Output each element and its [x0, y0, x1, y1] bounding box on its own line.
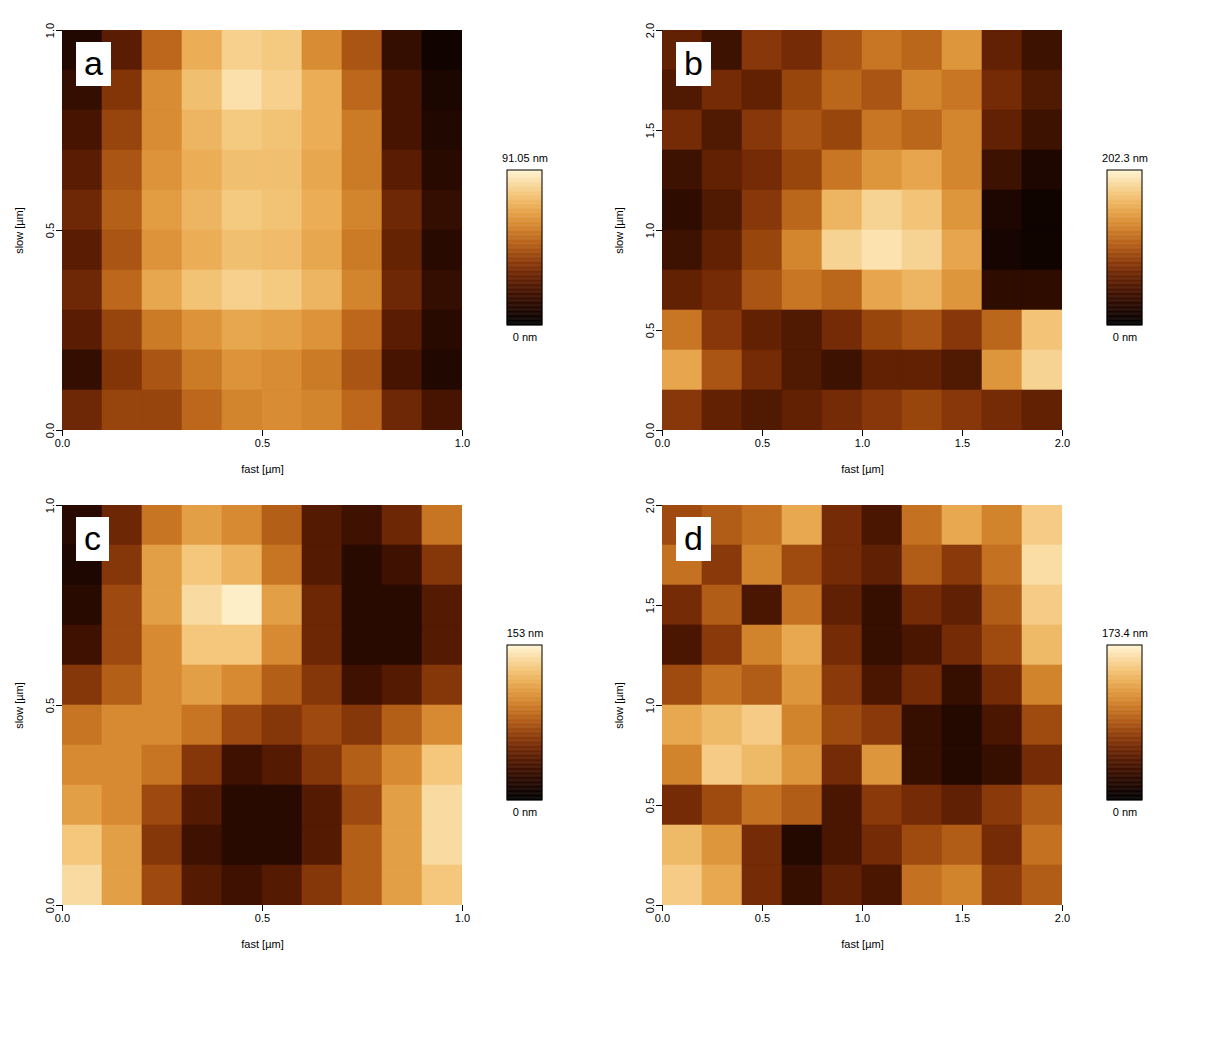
- svg-text:1.0: 1.0: [644, 698, 656, 713]
- svg-text:1.0: 1.0: [44, 23, 56, 38]
- svg-text:0.5: 0.5: [644, 798, 656, 813]
- svg-text:fast [µm]: fast [µm]: [241, 938, 283, 950]
- svg-text:0.5: 0.5: [44, 698, 56, 713]
- svg-text:slow [µm]: slow [µm]: [613, 207, 625, 254]
- svg-text:2.0: 2.0: [1055, 912, 1070, 924]
- svg-text:fast [µm]: fast [µm]: [241, 463, 283, 475]
- svg-text:0 nm: 0 nm: [513, 331, 537, 343]
- svg-text:0.0: 0.0: [644, 898, 656, 913]
- html-text:d: d: [684, 519, 703, 557]
- html-text:a: a: [84, 44, 103, 82]
- svg-text:0 nm: 0 nm: [1113, 806, 1137, 818]
- svg-text:0 nm: 0 nm: [513, 806, 537, 818]
- svg-text:0.0: 0.0: [55, 437, 70, 449]
- svg-text:0.5: 0.5: [644, 323, 656, 338]
- svg-text:0.5: 0.5: [255, 912, 270, 924]
- svg-text:1.0: 1.0: [44, 498, 56, 513]
- svg-text:0.5: 0.5: [44, 223, 56, 238]
- html-text:c: c: [84, 519, 101, 557]
- svg-text:1.0: 1.0: [455, 437, 470, 449]
- svg-text:0.5: 0.5: [755, 912, 770, 924]
- svg-text:1.0: 1.0: [455, 912, 470, 924]
- svg-text:2.0: 2.0: [1055, 437, 1070, 449]
- svg-text:1.0: 1.0: [855, 437, 870, 449]
- svg-text:1.0: 1.0: [855, 912, 870, 924]
- svg-text:0.5: 0.5: [755, 437, 770, 449]
- svg-text:153 nm: 153 nm: [507, 627, 544, 639]
- svg-text:91.05 nm: 91.05 nm: [502, 152, 548, 164]
- svg-text:slow [µm]: slow [µm]: [13, 682, 25, 729]
- svg-text:fast [µm]: fast [µm]: [841, 938, 883, 950]
- svg-text:1.5: 1.5: [644, 598, 656, 613]
- svg-text:0.0: 0.0: [44, 423, 56, 438]
- svg-text:173.4 nm: 173.4 nm: [1102, 627, 1148, 639]
- svg-text:1.5: 1.5: [955, 437, 970, 449]
- svg-text:0.0: 0.0: [55, 912, 70, 924]
- svg-text:1.0: 1.0: [644, 223, 656, 238]
- svg-text:fast [µm]: fast [µm]: [841, 463, 883, 475]
- svg-text:0 nm: 0 nm: [1113, 331, 1137, 343]
- html-text:b: b: [684, 44, 703, 82]
- svg-text:0.0: 0.0: [644, 423, 656, 438]
- svg-text:1.5: 1.5: [955, 912, 970, 924]
- svg-text:2.0: 2.0: [644, 498, 656, 513]
- svg-text:2.0: 2.0: [644, 23, 656, 38]
- svg-text:slow [µm]: slow [µm]: [13, 207, 25, 254]
- svg-text:0.5: 0.5: [255, 437, 270, 449]
- svg-text:0.0: 0.0: [655, 437, 670, 449]
- svg-text:202.3 nm: 202.3 nm: [1102, 152, 1148, 164]
- svg-text:slow [µm]: slow [µm]: [613, 682, 625, 729]
- svg-text:0.0: 0.0: [44, 898, 56, 913]
- svg-text:1.5: 1.5: [644, 123, 656, 138]
- svg-text:0.0: 0.0: [655, 912, 670, 924]
